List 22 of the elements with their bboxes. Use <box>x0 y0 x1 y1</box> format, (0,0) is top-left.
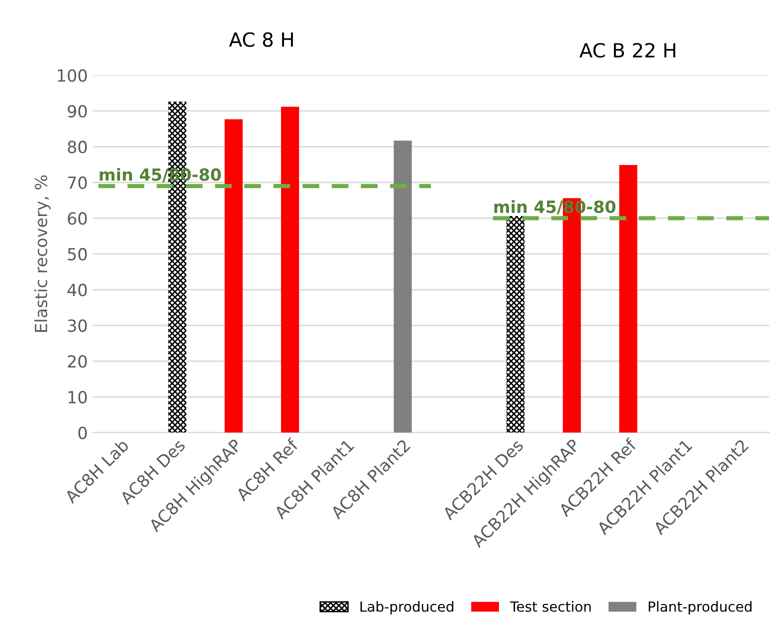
bar <box>281 106 300 433</box>
legend-label: Test section <box>510 601 591 612</box>
text: AC 8 H <box>229 32 293 47</box>
y-tick-label: 70 <box>68 176 87 190</box>
bar <box>224 119 243 433</box>
y-axis-title: Elastic recovery, % <box>34 175 51 332</box>
bar <box>506 216 525 433</box>
y-tick-label: 50 <box>68 248 87 261</box>
y-tick-label: 30 <box>68 319 87 332</box>
bar <box>394 140 412 433</box>
legend-label: Lab-produced <box>360 601 454 614</box>
y-tick-label: 10 <box>68 390 87 404</box>
text: AC B 22 H <box>579 42 676 58</box>
y-tick-label: 80 <box>68 140 87 154</box>
y-tick-label: 60 <box>68 212 87 225</box>
y-tick-label: 20 <box>68 355 87 368</box>
bar <box>619 164 638 433</box>
legend-label: Plant-produced <box>648 601 752 614</box>
y-tick-label: 90 <box>68 104 87 118</box>
y-tick-label: 0 <box>78 426 87 440</box>
y-tick-label: 40 <box>68 284 87 296</box>
y-tick-label: 100 <box>58 69 87 82</box>
